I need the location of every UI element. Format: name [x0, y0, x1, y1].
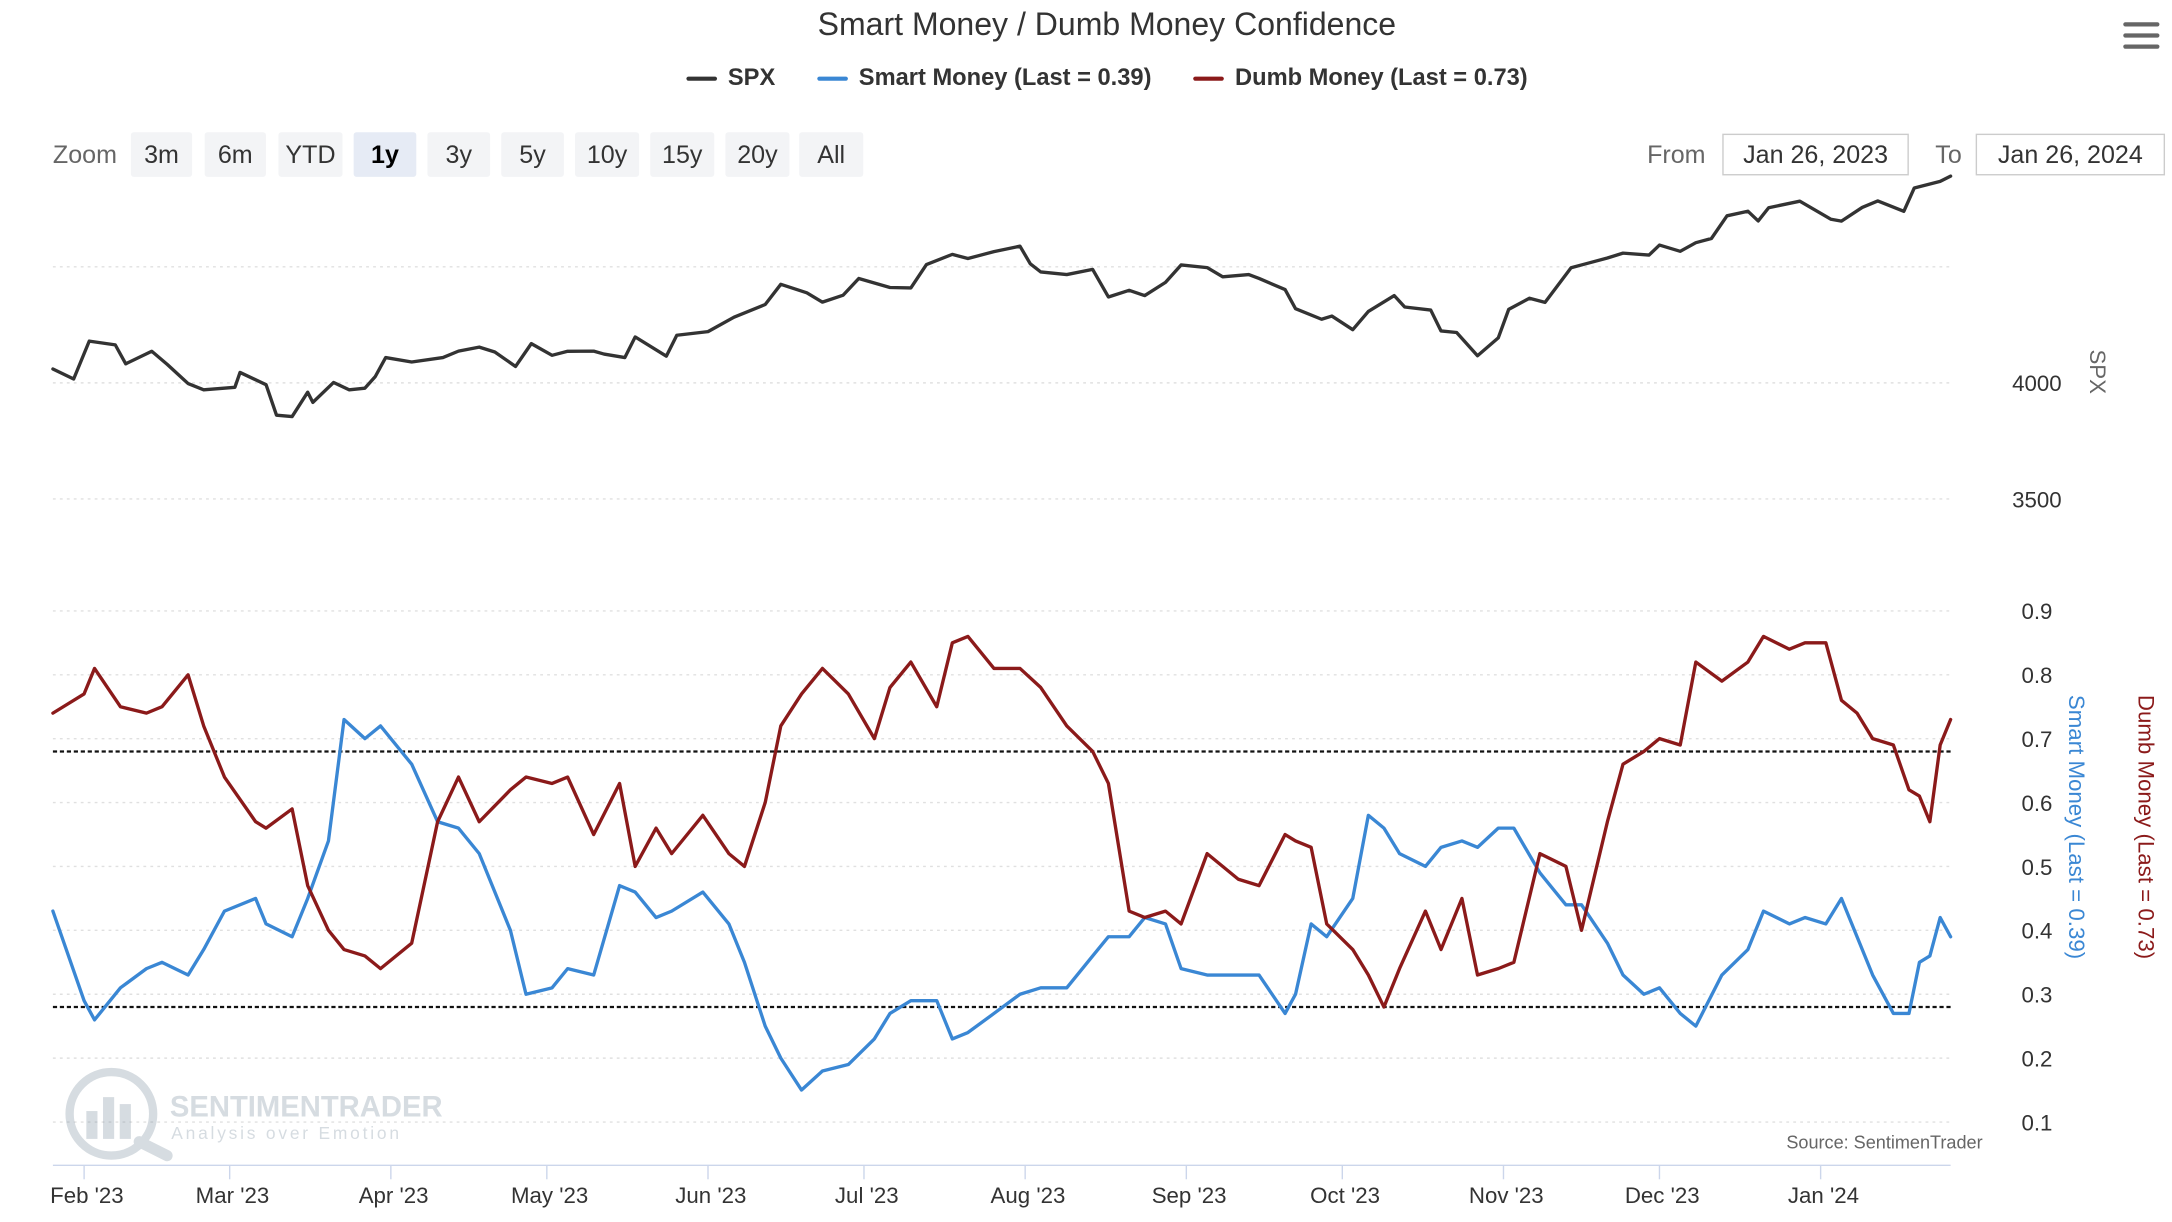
- zoom-1y-button[interactable]: 1y: [353, 132, 417, 177]
- to-date-input[interactable]: [1975, 133, 2166, 176]
- menu-bar: [2123, 44, 2160, 49]
- spx-line: [51, 174, 1953, 419]
- y-tick-label: 4000: [2012, 371, 2062, 396]
- logo-text: SENTIMENTRADER: [170, 1092, 443, 1124]
- x-tick-label: Aug '23: [991, 1183, 1066, 1208]
- zoom-10y-button[interactable]: 10y: [575, 132, 640, 177]
- y-axis-ticks: 3500 4000 0.1 0.2 0.3 0.4 0.5 0.6 0.7 0.8 0.9: [2012, 371, 2062, 1135]
- legend-label-dumb-money: Dumb Money (Last = 0.73): [1235, 64, 1528, 91]
- y-tick-label: 0.4: [2021, 919, 2052, 944]
- x-tick-label: Jul '23: [835, 1183, 899, 1208]
- zoom-3m-button[interactable]: 3m: [130, 132, 193, 177]
- legend-swatch-smart-money: [817, 75, 848, 81]
- x-tick-label: Nov '23: [1469, 1183, 1544, 1208]
- y-tick-label: 0.3: [2021, 983, 2052, 1008]
- x-tick-label: Jan '24: [1788, 1183, 1859, 1208]
- smart-money-line: [51, 717, 1953, 1092]
- x-tick-label: Jun '23: [675, 1183, 746, 1208]
- logo-bar: [103, 1097, 115, 1139]
- zoom-15y-button[interactable]: 15y: [650, 132, 715, 177]
- x-tick-label: Oct '23: [1310, 1183, 1380, 1208]
- y-tick-label: 0.7: [2021, 727, 2052, 752]
- chart-legend: SPX Smart Money (Last = 0.39) Dumb Money…: [0, 64, 2172, 92]
- logo-bar: [119, 1104, 131, 1139]
- dumb-money-line: [51, 634, 1953, 1009]
- from-label: From: [1647, 140, 1706, 169]
- y-tick-label: 0.9: [2021, 599, 2052, 624]
- spx-axis-title: SPX: [2085, 349, 2110, 394]
- logo-magnifier-icon: [65, 1067, 158, 1160]
- y-tick-label: 0.1: [2021, 1110, 2052, 1135]
- sentimentrader-logo: SENTIMENTRADER Analysis over Emotion: [65, 1067, 443, 1162]
- legend-item-spx[interactable]: SPX: [686, 64, 775, 92]
- reference-lines: [52, 750, 1951, 1009]
- y-tick-label: 3500: [2012, 487, 2062, 512]
- chart-title: Smart Money / Dumb Money Confidence: [817, 5, 1397, 42]
- x-tick-label: May '23: [511, 1183, 588, 1208]
- logo-magnifier-handle: [133, 1136, 173, 1162]
- hamburger-menu-icon[interactable]: [2123, 22, 2160, 50]
- x-tick-label: Feb '23: [50, 1183, 124, 1208]
- legend-item-dumb-money[interactable]: Dumb Money (Last = 0.73): [1193, 64, 1528, 92]
- x-tick-label: Sep '23: [1152, 1183, 1227, 1208]
- zoom-all-button[interactable]: All: [799, 132, 864, 177]
- legend-swatch-dumb-money: [1193, 75, 1224, 81]
- chart-series: [51, 174, 1953, 1092]
- zoom-5y-button[interactable]: 5y: [501, 132, 564, 177]
- zoom-3y-button[interactable]: 3y: [427, 132, 491, 177]
- menu-bar: [2123, 33, 2160, 38]
- source-credit: Source: SentimenTrader: [1786, 1133, 1982, 1153]
- zoom-label: Zoom: [52, 140, 117, 169]
- smart-money-axis-title: Smart Money (Last = 0.39): [2064, 695, 2089, 959]
- logo-tagline: Analysis over Emotion: [171, 1123, 402, 1143]
- x-tick-label: Dec '23: [1625, 1183, 1700, 1208]
- x-tick-label: Apr '23: [359, 1183, 429, 1208]
- zoom-20y-button[interactable]: 20y: [725, 132, 790, 177]
- menu-bar: [2123, 22, 2160, 27]
- logo-bar: [86, 1111, 98, 1139]
- legend-item-smart-money[interactable]: Smart Money (Last = 0.39): [817, 64, 1151, 92]
- y-tick-label: 0.6: [2021, 791, 2052, 816]
- legend-swatch-spx: [686, 75, 717, 81]
- y-tick-label: 0.2: [2021, 1046, 2052, 1071]
- gridlines: [52, 266, 1951, 1123]
- legend-label-spx: SPX: [727, 64, 776, 91]
- from-date-input[interactable]: [1722, 133, 1909, 176]
- x-tick-label: Mar '23: [196, 1183, 270, 1208]
- legend-label-smart-money: Smart Money (Last = 0.39): [858, 64, 1152, 91]
- y-tick-label: 0.8: [2021, 663, 2052, 688]
- x-axis-ticks: Feb '23 Mar '23 Apr '23 May '23 Jun '23 Jul '…: [50, 1165, 1859, 1208]
- zoom-ytd-button[interactable]: YTD: [278, 132, 343, 177]
- to-label: To: [1935, 140, 1962, 169]
- zoom-6m-button[interactable]: 6m: [204, 132, 266, 177]
- dumb-money-axis-title: Dumb Money (Last = 0.73): [2134, 695, 2159, 959]
- y-tick-label: 0.5: [2021, 855, 2052, 880]
